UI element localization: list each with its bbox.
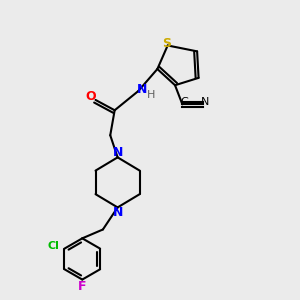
Text: F: F: [78, 280, 86, 292]
Text: N: N: [201, 97, 209, 107]
Text: S: S: [162, 38, 171, 50]
Text: N: N: [112, 206, 123, 219]
Text: O: O: [85, 91, 95, 103]
Text: H: H: [146, 90, 155, 100]
Text: N: N: [112, 146, 123, 159]
Text: N: N: [136, 83, 147, 96]
Text: Cl: Cl: [47, 241, 59, 251]
Text: C: C: [181, 97, 189, 107]
